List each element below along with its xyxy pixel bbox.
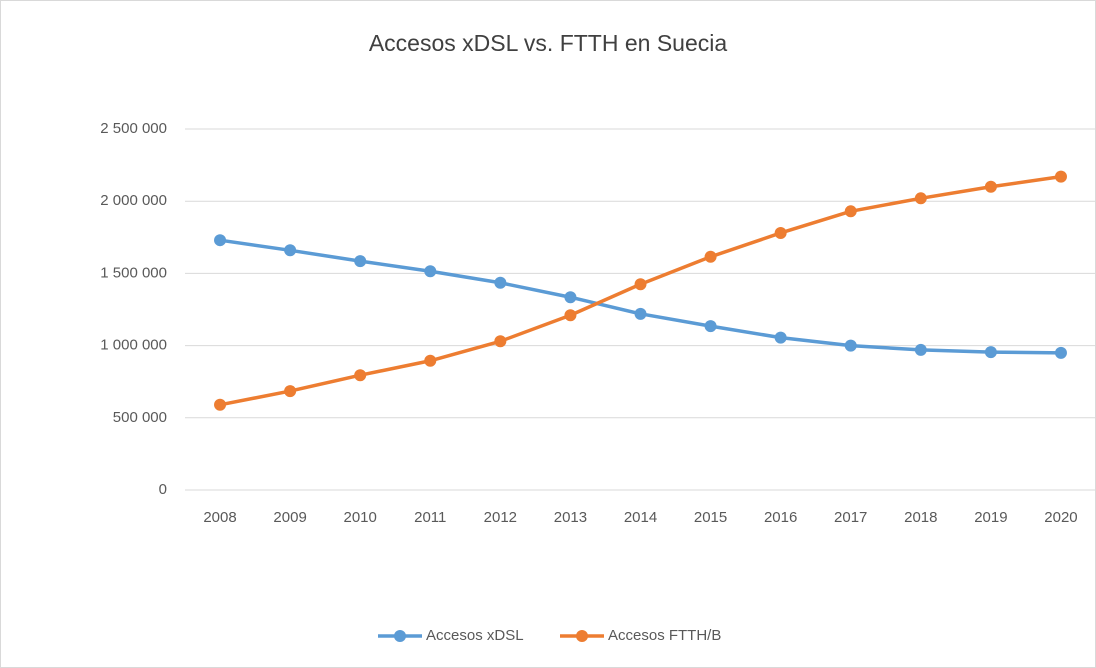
data-point <box>984 180 997 193</box>
y-tick-label: 2 000 000 <box>100 192 167 209</box>
y-tick-label: 500 000 <box>113 409 167 426</box>
data-point <box>774 331 787 344</box>
data-point <box>774 226 787 239</box>
data-point <box>634 307 647 320</box>
y-tick-label: 1 000 000 <box>100 337 167 354</box>
y-tick-label: 0 <box>159 481 167 498</box>
data-point <box>704 320 717 333</box>
legend-label: Accesos xDSL <box>426 627 524 644</box>
x-tick-label: 2008 <box>203 509 236 526</box>
x-tick-label: 2015 <box>694 509 727 526</box>
x-tick-label: 2010 <box>344 509 377 526</box>
x-tick-label: 2019 <box>974 509 1007 526</box>
data-point <box>284 244 297 257</box>
data-point <box>214 234 227 247</box>
data-point <box>564 309 577 322</box>
data-point <box>844 339 857 352</box>
data-point <box>354 255 367 268</box>
chart-title: Accesos xDSL vs. FTTH en Suecia <box>369 30 728 56</box>
data-point <box>284 385 297 398</box>
data-point <box>914 343 927 356</box>
legend-marker <box>394 630 406 642</box>
x-tick-label: 2020 <box>1044 509 1077 526</box>
data-point <box>494 276 507 289</box>
x-tick-label: 2009 <box>273 509 306 526</box>
x-tick-label: 2018 <box>904 509 937 526</box>
data-point <box>424 265 437 278</box>
data-point <box>354 369 367 382</box>
data-point <box>494 335 507 348</box>
data-point <box>844 205 857 218</box>
x-tick-label: 2011 <box>414 509 446 526</box>
data-point <box>984 346 997 359</box>
x-tick-label: 2016 <box>764 509 797 526</box>
x-tick-label: 2012 <box>484 509 517 526</box>
data-point <box>564 291 577 304</box>
legend-label: Accesos FTTH/B <box>608 627 721 644</box>
data-point <box>214 398 227 411</box>
x-tick-label: 2013 <box>554 509 587 526</box>
data-point <box>1054 170 1067 183</box>
legend-marker <box>576 630 588 642</box>
y-tick-label: 2 500 000 <box>100 120 167 137</box>
data-point <box>704 250 717 263</box>
data-point <box>1054 346 1067 359</box>
data-point <box>914 192 927 205</box>
x-tick-label: 2017 <box>834 509 867 526</box>
data-point <box>424 354 437 367</box>
x-tick-label: 2014 <box>624 509 657 526</box>
data-point <box>634 278 647 291</box>
y-tick-label: 1 500 000 <box>100 264 167 281</box>
